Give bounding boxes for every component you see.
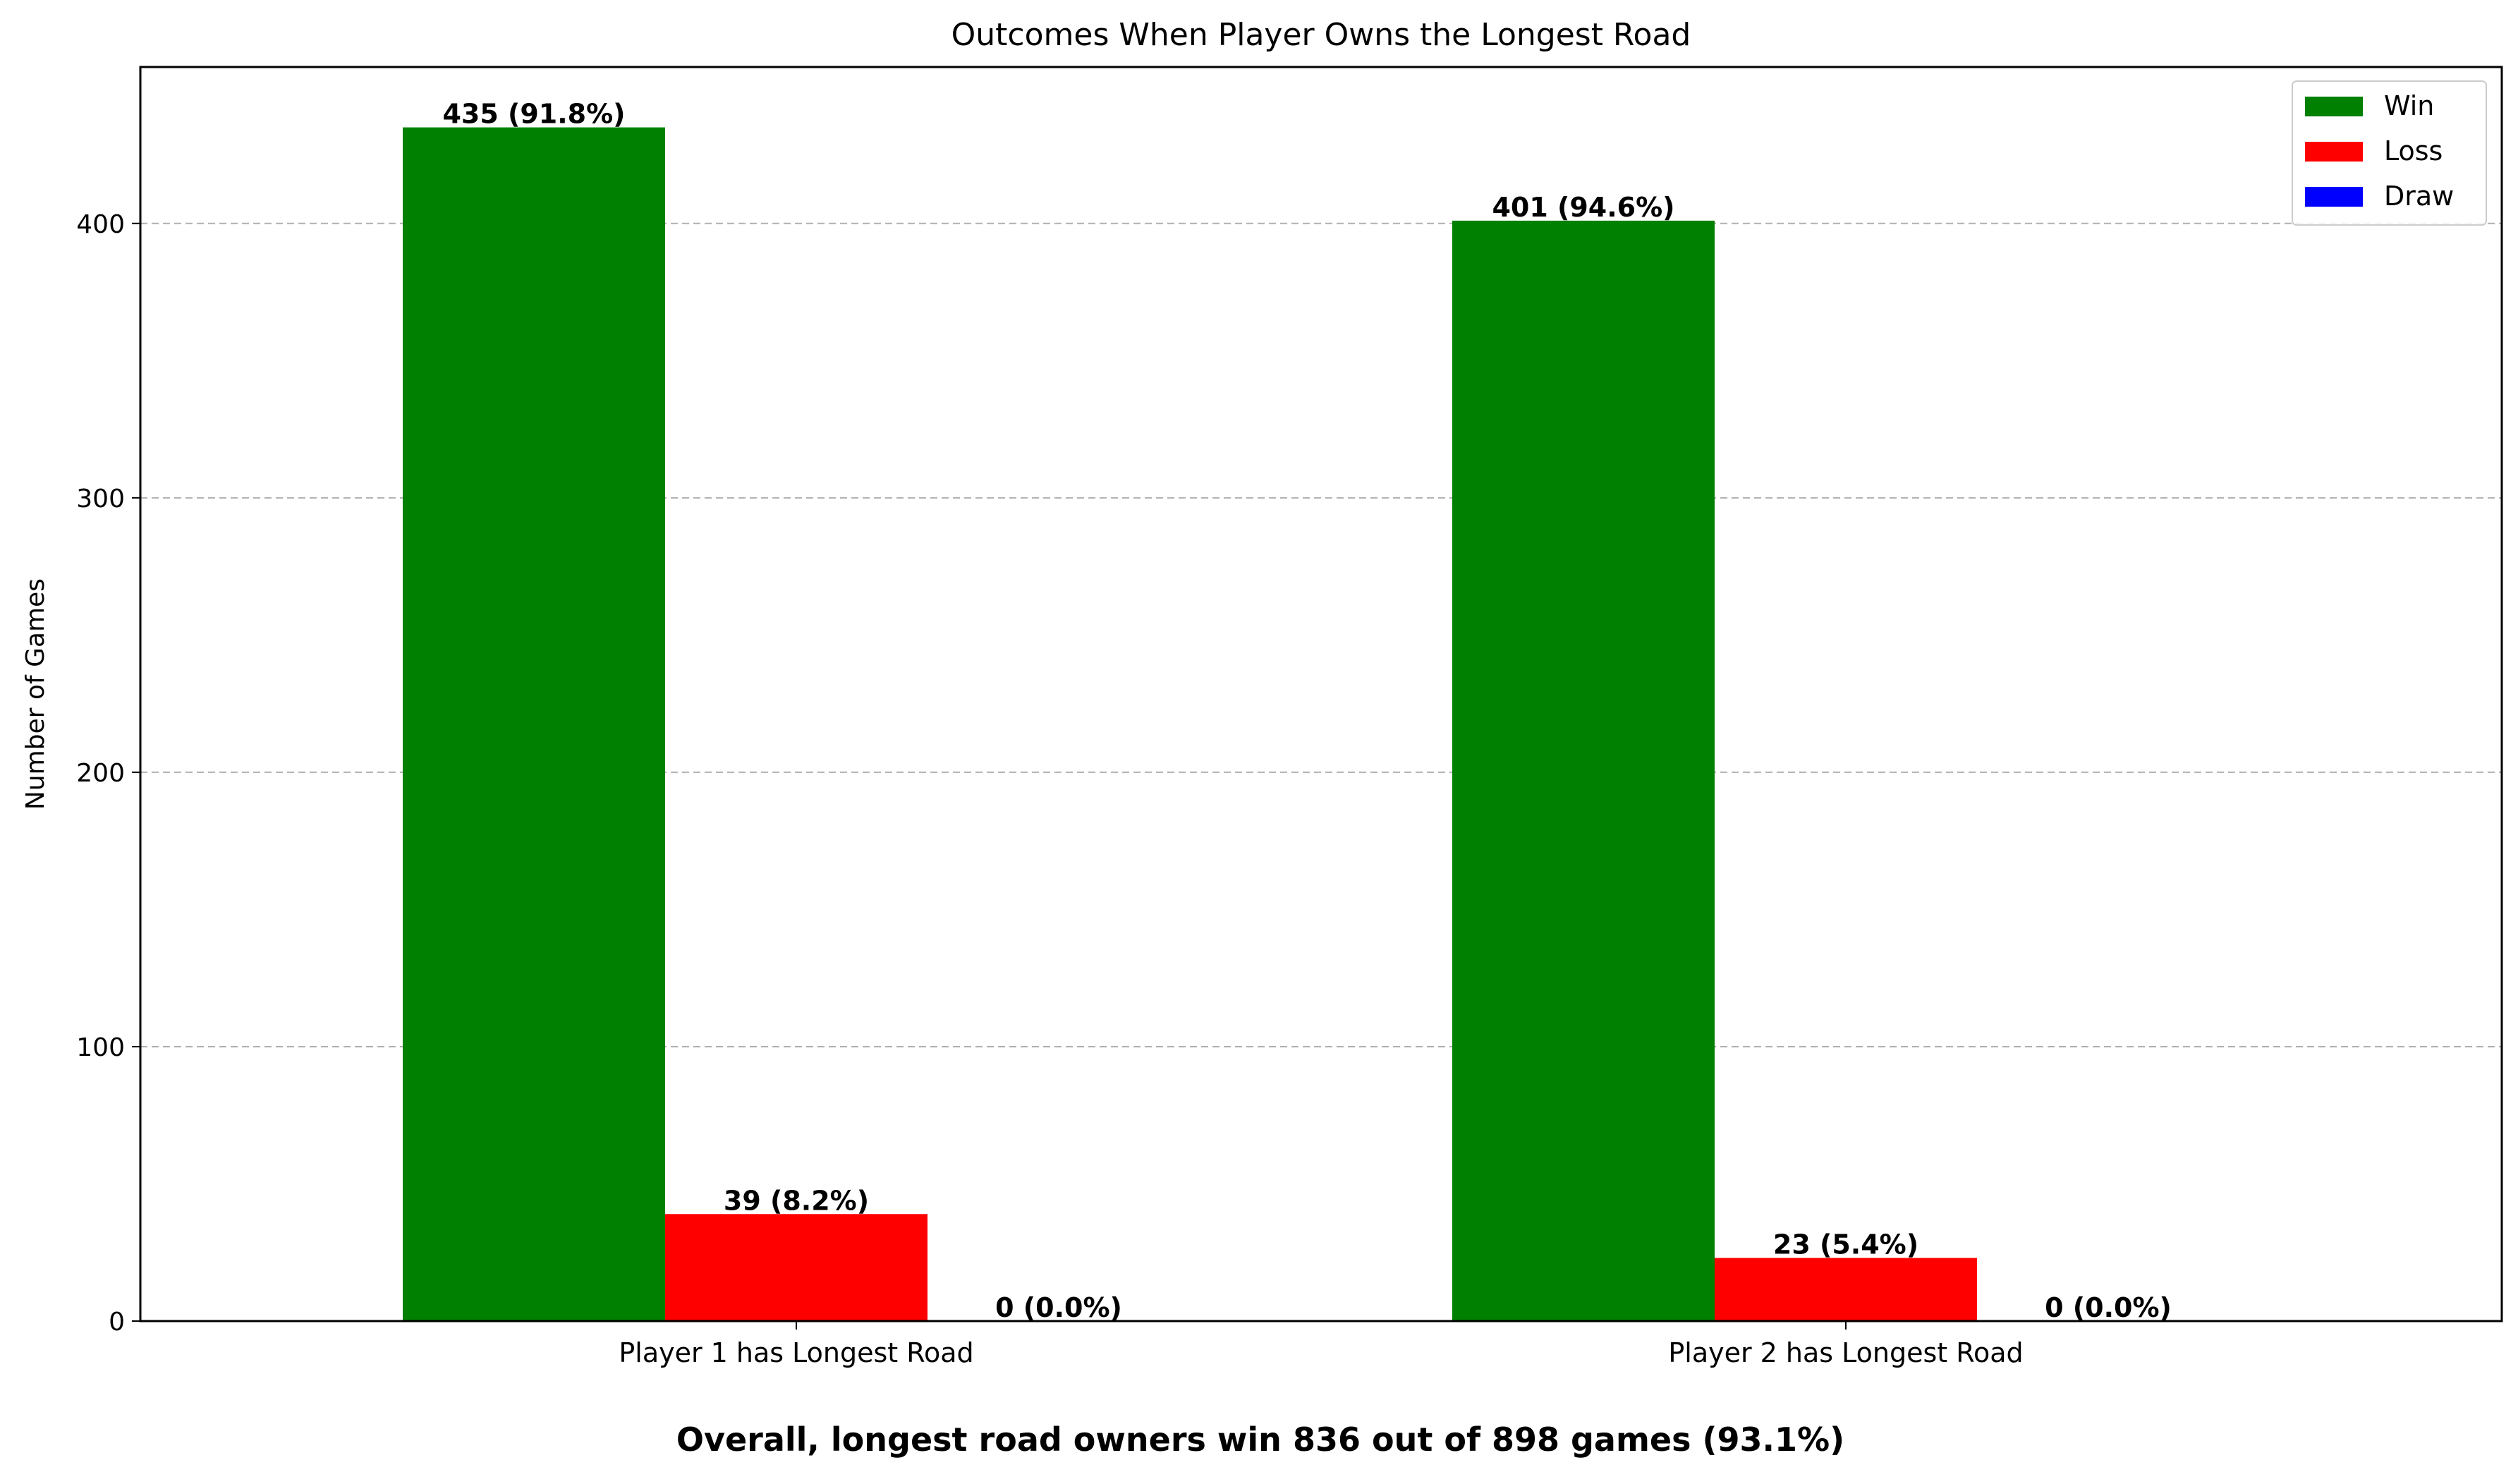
legend-label-draw: Draw bbox=[2384, 181, 2454, 212]
y-gridlines bbox=[140, 222, 2502, 1047]
y-axis-label: Number of Games bbox=[21, 578, 50, 810]
y-tick-label: 0 bbox=[109, 1308, 125, 1337]
bar-value-label: 23 (5.4%) bbox=[1773, 1229, 1918, 1260]
bar-loss bbox=[1715, 1258, 1977, 1321]
legend: Win Loss Draw bbox=[2292, 80, 2487, 226]
y-tick-label: 100 bbox=[76, 1033, 125, 1062]
legend-swatch-draw bbox=[2305, 187, 2363, 207]
legend-label-win: Win bbox=[2384, 90, 2434, 121]
x-tick-label: Player 1 has Longest Road bbox=[619, 1337, 973, 1368]
chart-title: Outcomes When Player Owns the Longest Ro… bbox=[951, 17, 1691, 53]
y-tick-label: 400 bbox=[76, 210, 125, 239]
x-tick-label: Player 2 has Longest Road bbox=[1668, 1337, 2023, 1368]
legend-swatch-loss bbox=[2305, 142, 2363, 162]
plot-frame bbox=[139, 66, 2503, 1322]
bar-win bbox=[403, 127, 665, 1321]
legend-swatch-win bbox=[2305, 97, 2363, 116]
bar-loss bbox=[665, 1214, 927, 1321]
bar-value-label: 39 (8.2%) bbox=[724, 1185, 869, 1216]
y-tick-label: 200 bbox=[76, 759, 125, 788]
bar-win bbox=[1452, 220, 1715, 1322]
y-axis-ticks: 0 100 200 300 400 bbox=[76, 210, 140, 1337]
legend-label-loss: Loss bbox=[2384, 135, 2443, 166]
bar-value-label: 401 (94.6%) bbox=[1492, 192, 1674, 223]
bar-labels-group: 435 (91.8%) 39 (8.2%) 0 (0.0%) 401 (94.6%) 2… bbox=[442, 99, 2171, 1323]
bar-value-label: 0 (0.0%) bbox=[2045, 1292, 2172, 1323]
y-tick-label: 300 bbox=[76, 485, 125, 513]
footnote: Overall, longest road owners win 836 out… bbox=[676, 1421, 1844, 1459]
x-axis-ticks: Player 1 has Longest Road Player 2 has Lo… bbox=[619, 1321, 2024, 1368]
bar-value-label: 0 (0.0%) bbox=[995, 1292, 1122, 1323]
bars-group bbox=[403, 127, 1977, 1322]
bar-value-label: 435 (91.8%) bbox=[442, 99, 625, 130]
